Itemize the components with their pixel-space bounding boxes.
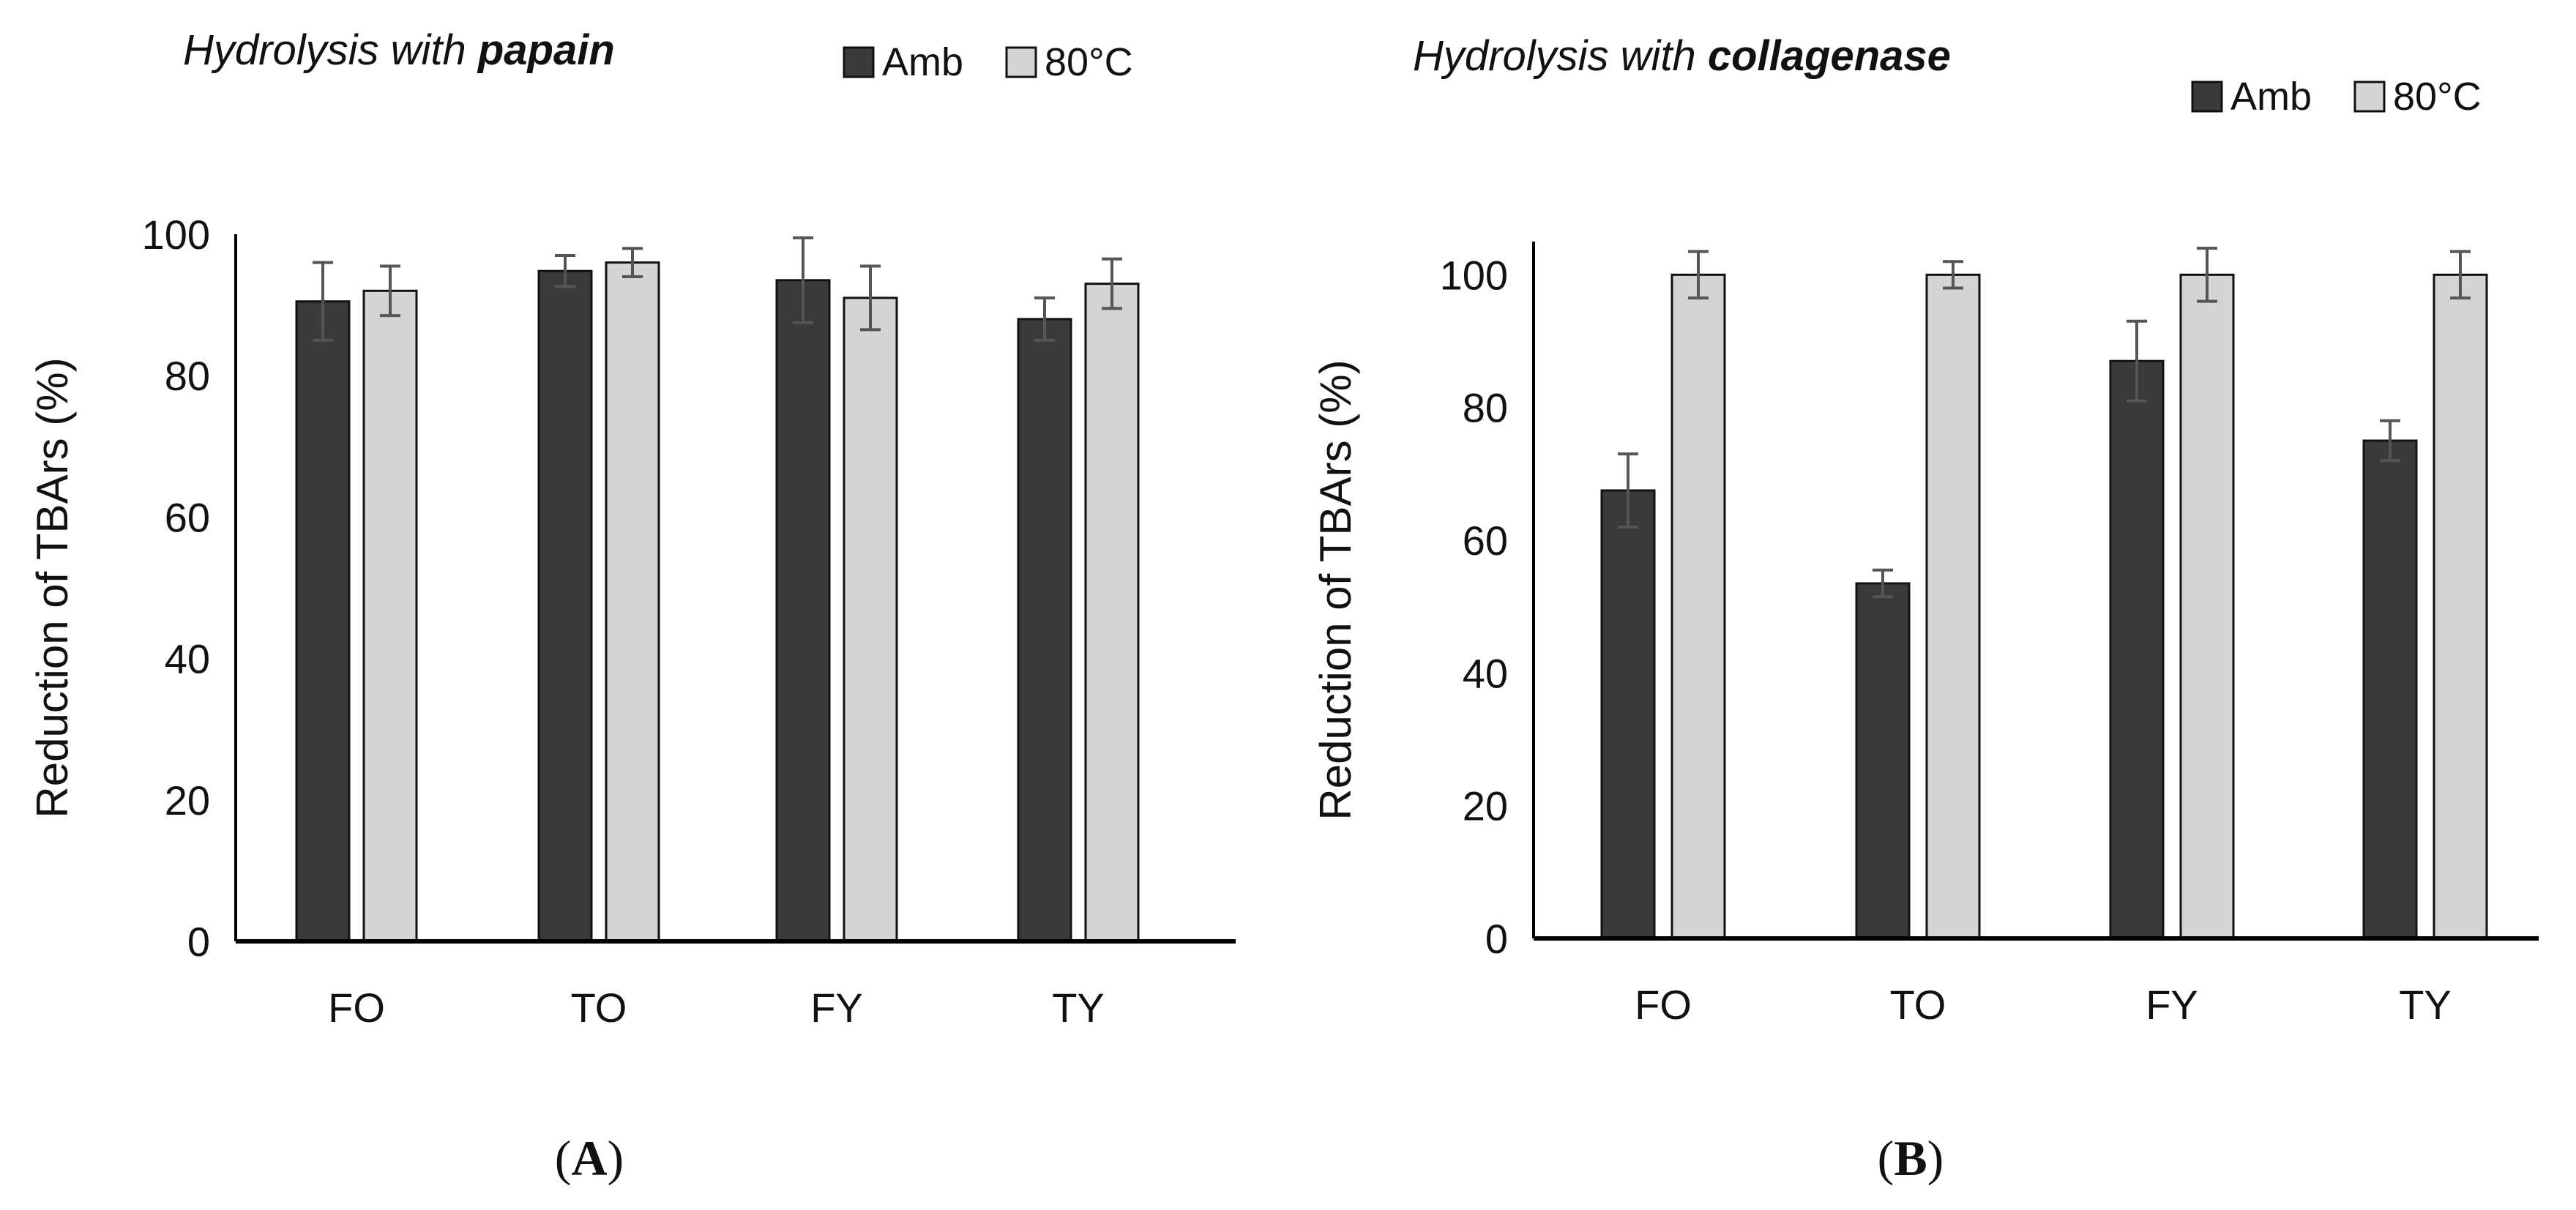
bar-ty-amb xyxy=(2362,439,2418,940)
error-bar-fo-amb xyxy=(313,261,333,342)
y-tick-label: 20 xyxy=(1463,783,1508,829)
bar-fy-amb xyxy=(775,279,831,943)
error-bar-fo-hot xyxy=(1688,250,1709,300)
bar-to-amb xyxy=(537,269,593,943)
error-bar-fy-amb xyxy=(2127,319,2147,403)
bar-ty-hot xyxy=(1084,283,1140,943)
x-tick-label-ty: TY xyxy=(2399,982,2452,1028)
legend-label-hot: 80°C xyxy=(2393,75,2482,119)
y-tick-label: 40 xyxy=(165,636,210,682)
chart-title-prefix: Hydrolysis with xyxy=(1413,32,1708,80)
error-bar-to-hot xyxy=(622,247,643,278)
chart-title: Hydrolysis with papain xyxy=(183,26,615,74)
legend-swatch-amb xyxy=(843,46,875,78)
x-tick-label-fy: FY xyxy=(2146,982,2198,1028)
error-bar-ty-amb xyxy=(1034,296,1055,342)
y-tick-label: 0 xyxy=(1485,916,1508,962)
panel-letter: B xyxy=(1894,1130,1927,1186)
error-bar-ty-hot xyxy=(2450,250,2471,300)
panel-label: (B) xyxy=(1878,1130,1944,1186)
legend-label-hot: 80°C xyxy=(1045,40,1133,84)
y-tick-label: 20 xyxy=(165,777,210,824)
chart-collagenase: Hydrolysis with collagenase Amb 80°C 0 20 40 6… xyxy=(1311,32,2539,1186)
panel-letter: A xyxy=(571,1130,607,1186)
panel-open: ( xyxy=(1878,1130,1894,1186)
y-tick-label: 80 xyxy=(165,353,210,399)
bar-fy-hot xyxy=(843,296,898,943)
bar-fo-amb xyxy=(1600,489,1656,940)
y-tick-label: 80 xyxy=(1463,385,1508,431)
error-bar-fy-hot xyxy=(2197,247,2217,303)
legend-label-amb: Amb xyxy=(2230,75,2312,119)
bar-to-hot xyxy=(1925,273,1981,940)
y-tick-label: 40 xyxy=(1463,650,1508,696)
panel-close: ) xyxy=(1927,1130,1944,1186)
y-tick-label: 100 xyxy=(1440,252,1508,298)
error-bar-to-amb xyxy=(1873,568,1893,599)
bar-fo-hot xyxy=(1670,273,1726,940)
x-tick-label-to: TO xyxy=(571,985,627,1031)
legend-label-amb: Amb xyxy=(882,40,963,84)
y-tick-label: 60 xyxy=(165,494,210,540)
bar-fy-hot xyxy=(2179,273,2235,940)
bar-fo-hot xyxy=(362,289,418,943)
x-tick-label-to: TO xyxy=(1890,982,1946,1028)
y-tick-label: 100 xyxy=(142,212,210,258)
error-bar-fy-hot xyxy=(860,264,881,332)
error-bar-ty-hot xyxy=(1102,257,1122,310)
chart-title-bold: collagenase xyxy=(1708,32,1951,80)
legend-swatch-amb xyxy=(2191,81,2223,113)
error-bar-ty-amb xyxy=(2380,419,2400,463)
bar-fo-amb xyxy=(295,300,351,943)
error-bar-fo-hot xyxy=(380,264,400,318)
panel-close: ) xyxy=(608,1130,624,1186)
chart-title: Hydrolysis with collagenase xyxy=(1413,32,1951,80)
bar-ty-hot xyxy=(2433,273,2488,940)
legend-swatch-hot xyxy=(2353,81,2386,113)
x-tick-label-ty: TY xyxy=(1052,985,1105,1031)
bar-to-hot xyxy=(605,261,660,943)
error-bar-fo-amb xyxy=(1618,452,1638,529)
chart-papain: Hydrolysis with papain Amb 80°C 0 20 40 60 80 10… xyxy=(28,26,1236,1186)
y-axis-label: Reduction of TBArs (%) xyxy=(1311,359,1360,820)
y-tick-label: 60 xyxy=(1463,518,1508,564)
chart-title-bold: papain xyxy=(477,26,615,74)
panel-label: (A) xyxy=(555,1130,624,1186)
x-tick-label-fy: FY xyxy=(810,985,863,1031)
bar-fy-amb xyxy=(2109,359,2165,940)
x-tick-label-fo: FO xyxy=(1635,982,1692,1028)
bar-to-amb xyxy=(1855,582,1911,940)
x-tick-label-fo: FO xyxy=(328,985,385,1031)
legend-swatch-hot xyxy=(1005,46,1037,78)
chart-title-prefix: Hydrolysis with xyxy=(183,26,478,74)
panel-open: ( xyxy=(555,1130,572,1186)
bar-ty-amb xyxy=(1017,318,1072,943)
y-tick-label: 0 xyxy=(187,919,210,965)
error-bar-fy-amb xyxy=(793,236,813,324)
error-bar-to-amb xyxy=(555,253,575,288)
y-axis-label: Reduction of TBArs (%) xyxy=(28,357,77,818)
error-bar-to-hot xyxy=(1943,260,1963,290)
